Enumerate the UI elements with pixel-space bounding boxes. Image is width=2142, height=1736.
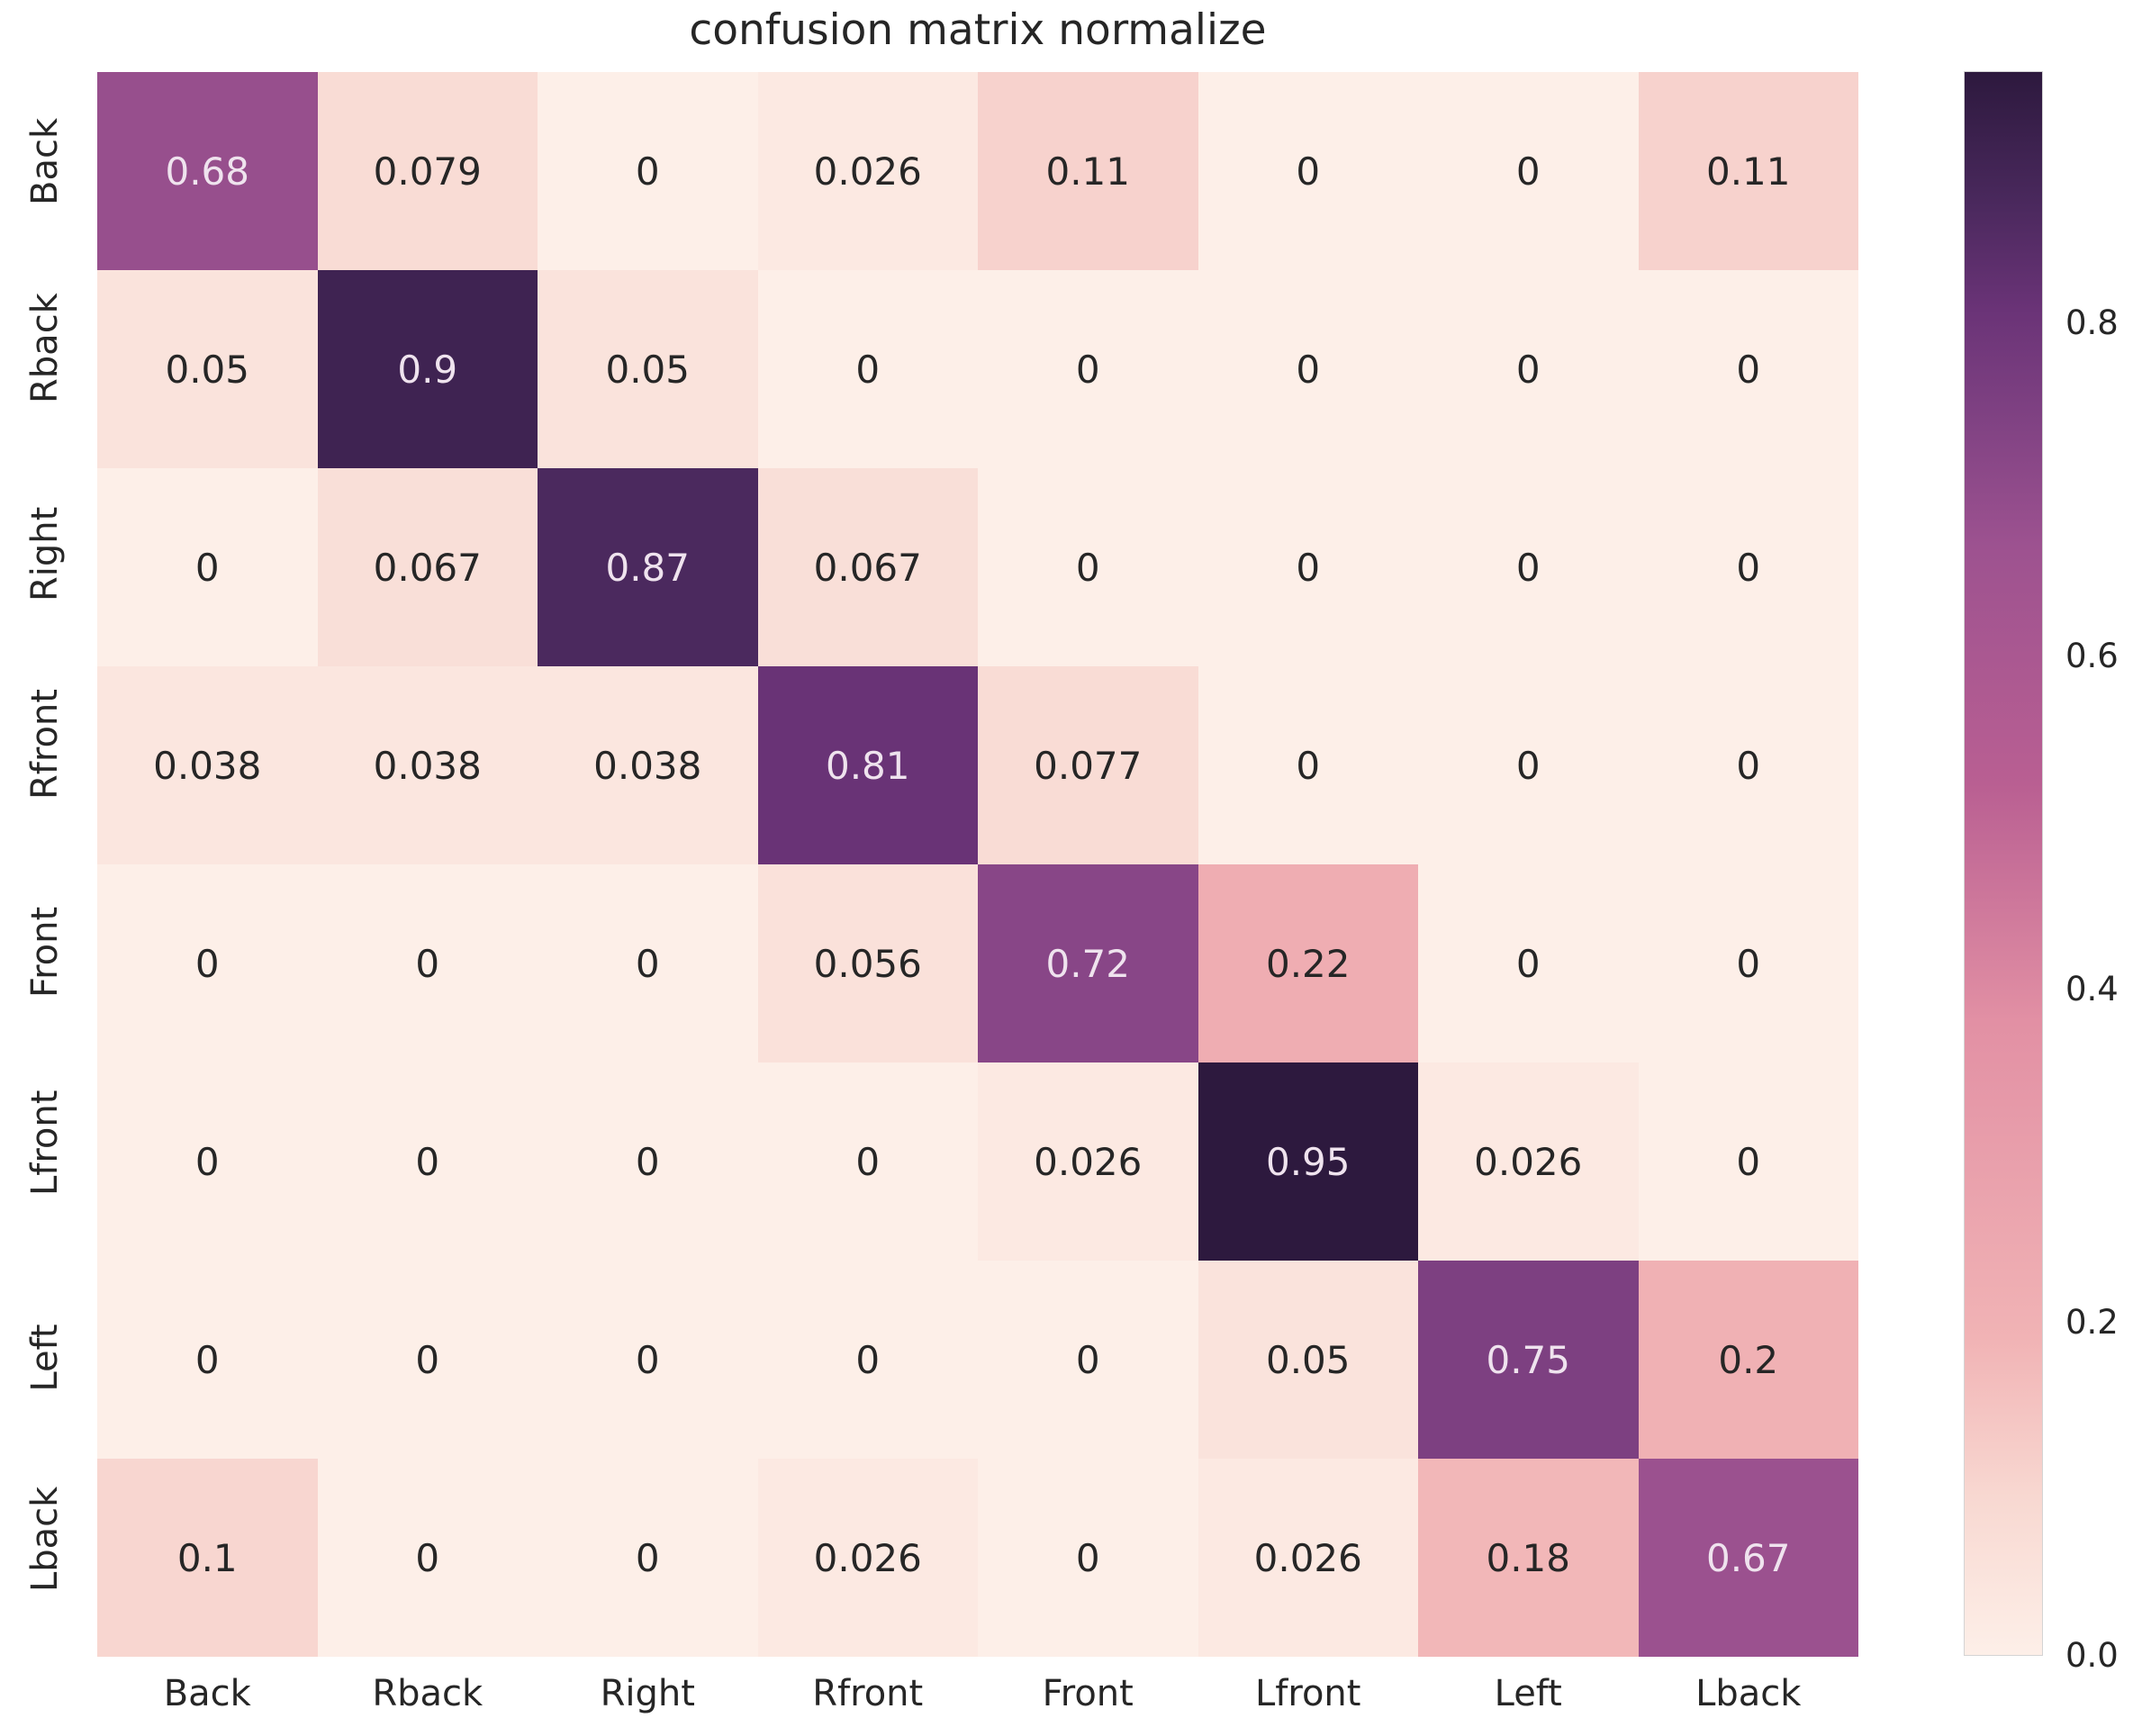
heatmap-cell-Front-Rback: 0 — [317, 864, 538, 1062]
heatmap-cell-Right-Rback: 0.067 — [317, 468, 538, 666]
heatmap-cell-Left-Back: 0 — [97, 1261, 318, 1459]
heatmap-cell-Rfront-Right: 0.038 — [538, 666, 758, 864]
heatmap-cell-Rback-Lfront: 0 — [1198, 270, 1418, 468]
heatmap-cell-Lfront-Right: 0 — [538, 1062, 758, 1261]
heatmap-cell-Lback-Lback: 0.67 — [1638, 1459, 1858, 1657]
x-tick-label-Rback: Rback — [372, 1673, 484, 1714]
y-tick-label-Rback: Rback — [24, 293, 66, 403]
heatmap-cell-Left-Right: 0 — [538, 1261, 758, 1459]
x-tick-label-Rfront: Rfront — [812, 1673, 924, 1714]
heatmap-cell-Back-Rback: 0.079 — [317, 72, 538, 270]
heatmap-cell-Back-Left: 0 — [1418, 72, 1639, 270]
heatmap-cell-Back-Lback: 0.11 — [1638, 72, 1858, 270]
heatmap-cell-Rfront-Left: 0 — [1418, 666, 1639, 864]
heatmap-cell-Rback-Back: 0.05 — [97, 270, 318, 468]
heatmap-cell-Lfront-Left: 0.026 — [1418, 1062, 1639, 1261]
colorbar-tick-0.4: 0.4 — [2065, 969, 2119, 1008]
x-tick-label-Lfront: Lfront — [1255, 1673, 1361, 1714]
x-tick-label-Back: Back — [163, 1673, 251, 1714]
heatmap-cell-Right-Rfront: 0.067 — [757, 468, 978, 666]
heatmap-cell-Right-Front: 0 — [978, 468, 1198, 666]
heatmap-cell-Left-Front: 0 — [978, 1261, 1198, 1459]
heatmap-cell-Rback-Lback: 0 — [1638, 270, 1858, 468]
heatmap-cell-Front-Lfront: 0.22 — [1198, 864, 1418, 1062]
y-tick-label-Left: Left — [24, 1324, 66, 1392]
heatmap-cell-Rback-Rback: 0.9 — [317, 270, 538, 468]
heatmap-cell-Lback-Rfront: 0.026 — [757, 1459, 978, 1657]
colorbar-tick-0.0: 0.0 — [2065, 1636, 2119, 1675]
heatmap-cell-Rfront-Rback: 0.038 — [317, 666, 538, 864]
heatmap-cell-Rfront-Front: 0.077 — [978, 666, 1198, 864]
heatmap-cell-Lfront-Lfront: 0.95 — [1198, 1062, 1418, 1261]
heatmap-cell-Lback-Right: 0 — [538, 1459, 758, 1657]
heatmap-cell-Lfront-Lback: 0 — [1638, 1062, 1858, 1261]
heatmap-cell-Lfront-Back: 0 — [97, 1062, 318, 1261]
heatmap-cell-Rback-Rfront: 0 — [757, 270, 978, 468]
heatmap-cell-Rback-Right: 0.05 — [538, 270, 758, 468]
y-tick-label-Front: Front — [24, 906, 66, 998]
heatmap-cell-Lback-Lfront: 0.026 — [1198, 1459, 1418, 1657]
heatmap-cell-Right-Left: 0 — [1418, 468, 1639, 666]
y-tick-label-Lfront: Lfront — [24, 1090, 66, 1196]
heatmap-cell-Front-Rfront: 0.056 — [757, 864, 978, 1062]
heatmap-cell-Front-Right: 0 — [538, 864, 758, 1062]
heatmap-cell-Back-Lfront: 0 — [1198, 72, 1418, 270]
colorbar-tick-0.8: 0.8 — [2065, 303, 2119, 342]
heatmap-cell-Front-Back: 0 — [97, 864, 318, 1062]
x-tick-label-Lback: Lback — [1695, 1673, 1802, 1714]
heatmap-cell-Lback-Rback: 0 — [317, 1459, 538, 1657]
chart-title: confusion matrix normalize — [689, 5, 1267, 55]
heatmap-cell-Right-Right: 0.87 — [538, 468, 758, 666]
heatmap-cell-Lback-Front: 0 — [978, 1459, 1198, 1657]
x-tick-label-Left: Left — [1494, 1673, 1562, 1714]
heatmap-cell-Left-Rfront: 0 — [757, 1261, 978, 1459]
heatmap-cell-Left-Lback: 0.2 — [1638, 1261, 1858, 1459]
heatmap-cell-Rback-Left: 0 — [1418, 270, 1639, 468]
heatmap-cell-Left-Left: 0.75 — [1418, 1261, 1639, 1459]
heatmap-cell-Back-Front: 0.11 — [978, 72, 1198, 270]
heatmap-cell-Back-Right: 0 — [538, 72, 758, 270]
y-tick-label-Rfront: Rfront — [24, 689, 66, 800]
heatmap-cell-Left-Lfront: 0.05 — [1198, 1261, 1418, 1459]
heatmap-cell-Rfront-Lfront: 0 — [1198, 666, 1418, 864]
colorbar — [1964, 71, 2043, 1656]
x-tick-label-Right: Right — [600, 1673, 695, 1714]
heatmap-cell-Left-Rback: 0 — [317, 1261, 538, 1459]
y-tick-label-Back: Back — [24, 117, 66, 205]
heatmap-cell-Lfront-Rback: 0 — [317, 1062, 538, 1261]
heatmap-cell-Front-Front: 0.72 — [978, 864, 1198, 1062]
heatmap-cell-Right-Back: 0 — [97, 468, 318, 666]
heatmap-cell-Rfront-Lback: 0 — [1638, 666, 1858, 864]
y-tick-label-Lback: Lback — [24, 1486, 66, 1592]
colorbar-tick-0.2: 0.2 — [2065, 1302, 2119, 1342]
heatmap-cell-Lback-Back: 0.1 — [97, 1459, 318, 1657]
heatmap-cell-Back-Rfront: 0.026 — [757, 72, 978, 270]
heatmap-cell-Right-Lfront: 0 — [1198, 468, 1418, 666]
heatmap-cell-Front-Lback: 0 — [1638, 864, 1858, 1062]
heatmap-cell-Rfront-Back: 0.038 — [97, 666, 318, 864]
heatmap-cell-Lfront-Front: 0.026 — [978, 1062, 1198, 1261]
heatmap-cell-Lfront-Rfront: 0 — [757, 1062, 978, 1261]
colorbar-tick-0.6: 0.6 — [2065, 636, 2119, 675]
heatmap-grid: 0.68 0.079 0 0.026 0.11 0 0 0.11 0.05 0.9 0.05 0 0 0 0… — [97, 72, 1858, 1657]
heatmap-cell-Rfront-Rfront: 0.81 — [757, 666, 978, 864]
heatmap-cell-Lback-Left: 0.18 — [1418, 1459, 1639, 1657]
y-tick-label-Right: Right — [24, 506, 66, 601]
heatmap-cell-Front-Left: 0 — [1418, 864, 1639, 1062]
heatmap-cell-Rback-Front: 0 — [978, 270, 1198, 468]
heatmap-cell-Right-Lback: 0 — [1638, 468, 1858, 666]
heatmap-cell-Back-Back: 0.68 — [97, 72, 318, 270]
x-tick-label-Front: Front — [1042, 1673, 1134, 1714]
